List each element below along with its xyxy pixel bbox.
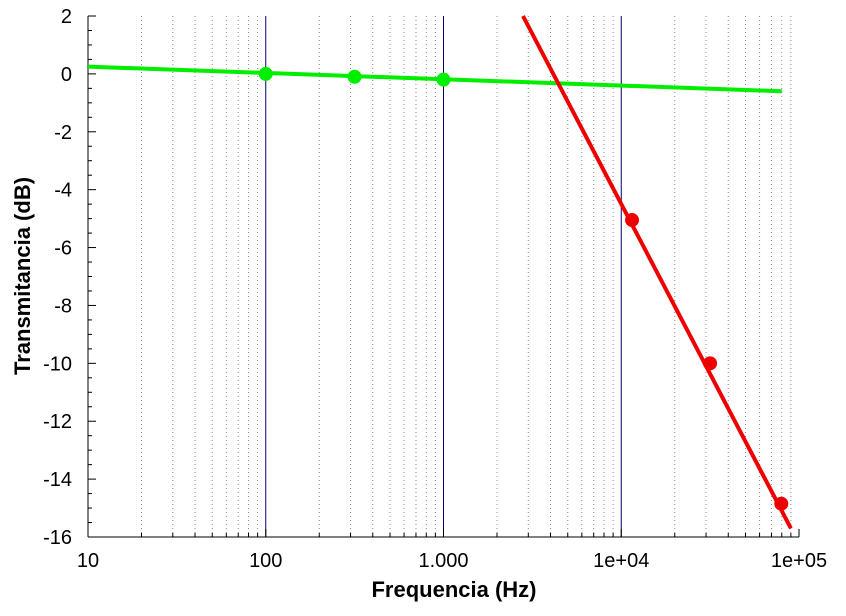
- y-tick-label: 2: [61, 6, 72, 28]
- y-tick-label: -6: [54, 238, 72, 260]
- series-layer: [87, 15, 793, 530]
- x-tick-label: 1e+05: [771, 550, 827, 572]
- y-tick-label: -16: [43, 527, 72, 549]
- minor-grid: [141, 16, 792, 537]
- x-tick-label: 1.000: [418, 550, 468, 572]
- y-tick-label: -4: [54, 180, 72, 202]
- x-tick-label: 100: [249, 550, 282, 572]
- x-tick-label: 1e+04: [593, 550, 649, 572]
- data-point: [774, 496, 789, 511]
- y-tick-label: -8: [54, 295, 72, 317]
- data-point: [625, 213, 640, 228]
- data-point: [703, 356, 718, 371]
- y-tick-label: 0: [61, 64, 72, 86]
- major-grid: [265, 16, 622, 537]
- data-point: [258, 66, 273, 81]
- series-line: [521, 15, 793, 530]
- data-point: [436, 72, 451, 87]
- y-tick-label: -14: [43, 469, 72, 491]
- series-line: [87, 64, 782, 94]
- x-tick-label: 10: [77, 550, 99, 572]
- y-tick-labels: 2 0 -2 -4 -6 -8 -10 -12 -14 -16: [43, 6, 72, 549]
- y-axis-label: Transmitancia (dB): [10, 177, 35, 375]
- y-tick-label: -10: [43, 353, 72, 375]
- x-tick-labels: 10 100 1.000 1e+04 1e+05: [77, 550, 827, 572]
- axes: [87, 15, 800, 538]
- y-tick-label: -12: [43, 411, 72, 433]
- series-2: [521, 15, 793, 530]
- series-1: [87, 64, 782, 94]
- x-axis-label: Frequencia (Hz): [371, 577, 536, 602]
- data-point: [347, 69, 362, 84]
- y-tick-label: -2: [54, 122, 72, 144]
